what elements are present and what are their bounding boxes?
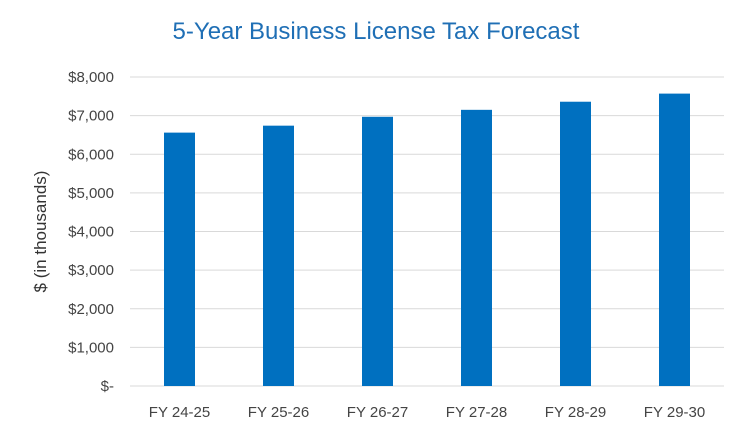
y-tick-label: $7,000 xyxy=(68,108,114,125)
x-tick-label: FY 29-30 xyxy=(644,404,705,421)
x-tick-label: FY 24-25 xyxy=(149,404,210,421)
y-tick-label: $2,000 xyxy=(68,301,114,318)
x-tick-label: FY 28-29 xyxy=(545,404,606,421)
x-axis-ticks: FY 24-25 FY 25-26 FY 26-27 FY 27-28 FY 28-29… xyxy=(149,404,705,421)
chart-title: 5-Year Business License Tax Forecast xyxy=(172,18,580,45)
y-tick-label: $8,000 xyxy=(68,69,114,86)
bar xyxy=(164,132,195,386)
bar xyxy=(461,109,492,387)
y-tick-label: $3,000 xyxy=(68,262,114,279)
y-tick-label: $- xyxy=(101,378,114,395)
bar xyxy=(659,93,690,386)
y-axis-ticks: $- $1,000 $2,000 $3,000 $4,000 $5,000 $6,000 $7… xyxy=(68,69,114,395)
y-tick-label: $4,000 xyxy=(68,224,114,241)
bar xyxy=(263,125,294,386)
x-tick-label: FY 27-28 xyxy=(446,404,507,421)
y-tick-label: $5,000 xyxy=(68,185,114,202)
y-axis-title: $ (in thousands) xyxy=(31,171,50,293)
y-tick-label: $1,000 xyxy=(68,339,114,356)
y-tick-label: $6,000 xyxy=(68,146,114,163)
gridlines xyxy=(130,76,724,387)
bar xyxy=(560,101,591,386)
bars xyxy=(164,93,690,387)
x-tick-label: FY 25-26 xyxy=(248,404,309,421)
x-tick-label: FY 26-27 xyxy=(347,404,408,421)
bar xyxy=(362,116,393,386)
